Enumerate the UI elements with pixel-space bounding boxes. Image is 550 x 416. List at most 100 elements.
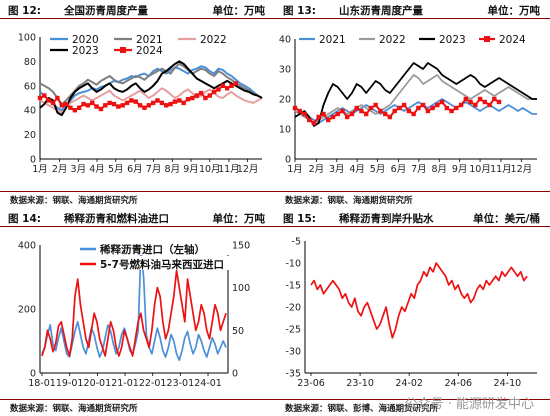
x-tick-label: 9月: [452, 164, 468, 175]
x-tick-label: 20-01: [84, 378, 112, 389]
series-point-2024: [359, 108, 364, 114]
data-source: 数据来源：钢联、海通期货研究所: [285, 196, 413, 206]
legend-label: 稀释沥青进口（左轴）: [100, 243, 205, 256]
series-point-2024: [177, 98, 182, 103]
unit-label: 单位：万吨: [212, 213, 266, 225]
y-tick-label-right: 0: [232, 369, 238, 380]
y-tick-label: 20: [24, 130, 36, 141]
x-tick-label: 9月: [183, 164, 199, 175]
series-point-2024: [378, 108, 383, 114]
x-tick-label: 24-06: [444, 378, 472, 389]
x-tick-label: 24-02: [395, 378, 423, 389]
y-tick-label: 100: [18, 33, 36, 44]
legend-bg: [298, 32, 350, 45]
series-line-2021: [294, 98, 537, 124]
legend-label: 2024: [499, 34, 526, 46]
x-tick-label: 24-10: [494, 378, 522, 389]
y-tick-label-left: 200: [18, 305, 36, 316]
y-tick-label: -20: [285, 303, 301, 314]
panel-header: 图 14: 稀释沥青和燃料油进口 单位：万吨: [0, 208, 275, 227]
legend-bg: [358, 32, 410, 45]
legend-bg: [49, 43, 103, 56]
series-point-2024: [220, 83, 226, 88]
x-tick-label: 18-01: [28, 378, 56, 389]
series-point-2024: [129, 98, 134, 103]
legend-label: 5-7号燃料油马来西亚进口: [100, 258, 224, 271]
unit-label: 单位：美元/桶: [473, 213, 540, 225]
legend-bg: [113, 43, 167, 56]
x-tick-label: 8月: [431, 164, 447, 175]
series-point-2024: [137, 103, 143, 108]
x-tick-label: 3月: [329, 164, 345, 175]
x-tick-label: 22-01: [139, 378, 167, 389]
series-point-2024: [229, 83, 234, 88]
panel-header: 图 12: 全国沥青周度产量 单位：万吨: [0, 0, 275, 19]
series-point-2024: [435, 102, 440, 108]
legend-marker: [484, 36, 490, 42]
x-tick-label: 3月: [71, 164, 87, 175]
x-tick-label: 4月: [89, 164, 105, 175]
legend-bg: [418, 32, 470, 45]
series-point-2024: [207, 93, 212, 98]
series-point-2024: [401, 102, 407, 108]
x-tick-label: 23-01: [167, 378, 195, 389]
series-point-2024: [68, 105, 73, 110]
series-point-2024: [90, 100, 95, 106]
series-point-2024: [349, 111, 355, 117]
series-point-2024: [164, 103, 169, 108]
series-point-2024: [292, 105, 298, 111]
y-tick-label: -5: [292, 237, 301, 248]
legend-label: 2023: [439, 34, 466, 46]
x-tick-label: 11月: [218, 164, 240, 175]
series-point-2024: [185, 97, 191, 102]
series-point-2024: [168, 101, 173, 107]
series-line-1: [41, 269, 227, 357]
y-tick-label-left: 0: [30, 369, 36, 380]
y-tick-label: 30: [279, 65, 291, 76]
y-tick-label: 40: [24, 106, 36, 117]
series-point-2024: [392, 108, 397, 114]
series-point-2024: [76, 105, 82, 110]
figure-title: 山东沥青周度产量: [339, 5, 423, 17]
x-tick-label: 23-10: [346, 378, 374, 389]
y-tick-label: 10: [279, 125, 291, 136]
series-point-2024: [411, 111, 416, 117]
series-point-2024: [55, 95, 60, 101]
series-point-2024: [190, 95, 195, 101]
series-point-2024: [482, 99, 488, 105]
series-point-2024: [42, 93, 47, 98]
series-line-2020: [39, 65, 263, 112]
series-point-2024: [477, 96, 483, 102]
x-tick-label: 11月: [490, 164, 512, 175]
series-line-2021: [39, 62, 263, 106]
panel-fig14: 图 14: 稀释沥青和燃料油进口 单位：万吨 0 200 400 0 50 100 150 1…: [0, 208, 275, 416]
series-point-2024: [316, 114, 321, 120]
series-point-2024: [85, 103, 91, 108]
panel-footer: 数据来源：钢联、海通期货研究所: [0, 399, 275, 416]
legend-bg: [78, 241, 230, 255]
chart-diluted-bitumen-fuel-oil-imports: 0 200 400 0 50 100 150 18-01 19-01 20-01 21-01 22-0…: [18, 241, 250, 390]
series-line-2022: [39, 87, 263, 114]
series-point-2024: [98, 106, 104, 112]
figure-number: 图 12:: [8, 5, 41, 17]
series-point-2024: [159, 100, 165, 106]
series-point-2024: [397, 105, 402, 111]
panel-fig12: 图 12: 全国沥青周度产量 单位：万吨 0 20 40 60 80 100 1月 2月 3月 4…: [0, 0, 275, 208]
x-tick-label: 23-06: [297, 378, 325, 389]
series-point-2024: [425, 108, 431, 114]
figure-number: 图 13:: [283, 5, 316, 17]
x-tick-label: 5月: [370, 164, 386, 175]
series-point-2024: [198, 90, 204, 96]
series-point-2024: [473, 102, 478, 108]
x-tick-label: 1月: [287, 164, 303, 175]
series-point-2024: [430, 105, 435, 111]
series-point-2024: [444, 105, 450, 111]
x-tick-label: 24-01: [194, 378, 222, 389]
series-point-2024: [458, 102, 464, 108]
x-tick-label: 12月: [511, 164, 533, 175]
series-point-2024: [194, 93, 199, 98]
panel-fig15: 图 15: 稀释沥青到岸升贴水 单位：美元/桶 -35 -30 -25 -20 -15-…: [275, 208, 550, 416]
series-point-2024: [155, 98, 160, 103]
